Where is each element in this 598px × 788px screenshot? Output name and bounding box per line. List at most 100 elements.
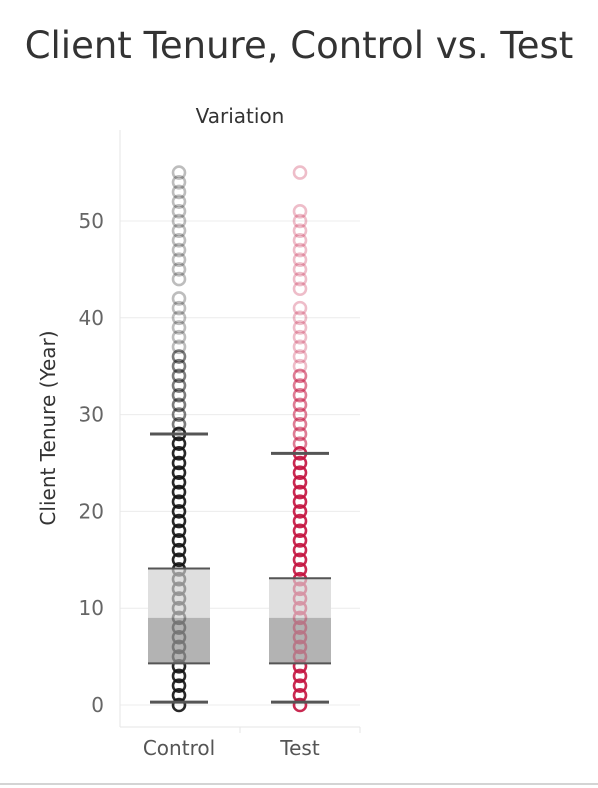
y-tick-label: 30 bbox=[79, 403, 104, 427]
data-point bbox=[292, 378, 308, 393]
y-axis-title: Client Tenure (Year) bbox=[36, 330, 60, 525]
data-point bbox=[171, 300, 187, 316]
data-point bbox=[171, 446, 187, 461]
data-point bbox=[171, 542, 187, 558]
y-tick-labels: 0 10 20 30 40 50 bbox=[79, 209, 104, 717]
data-point bbox=[171, 213, 187, 229]
data-point bbox=[292, 213, 308, 229]
data-point bbox=[171, 339, 187, 355]
footer-divider bbox=[0, 783, 598, 785]
data-point bbox=[171, 291, 187, 306]
data-point bbox=[171, 504, 187, 519]
data-point bbox=[292, 436, 308, 451]
data-point bbox=[171, 436, 187, 451]
data-point bbox=[171, 358, 187, 374]
box-upper-overlay bbox=[148, 568, 210, 618]
data-point bbox=[292, 678, 308, 693]
data-point bbox=[171, 262, 187, 277]
data-point bbox=[171, 329, 187, 345]
data-point bbox=[171, 368, 187, 384]
data-point bbox=[292, 358, 308, 374]
data-point bbox=[171, 242, 187, 258]
data-point bbox=[292, 484, 308, 500]
data-point bbox=[292, 281, 308, 297]
data-point bbox=[292, 368, 308, 384]
data-point bbox=[171, 678, 187, 693]
data-point bbox=[171, 194, 187, 209]
data-point bbox=[171, 310, 187, 326]
data-point bbox=[292, 339, 308, 355]
axis-lines bbox=[119, 130, 361, 733]
data-point bbox=[171, 320, 187, 335]
data-point bbox=[292, 349, 308, 364]
data-point bbox=[292, 223, 308, 238]
data-point bbox=[171, 349, 187, 364]
data-point bbox=[171, 271, 187, 287]
data-point bbox=[292, 262, 308, 277]
data-point bbox=[171, 387, 187, 403]
data-point bbox=[292, 455, 308, 471]
data-point bbox=[171, 513, 187, 529]
data-point bbox=[292, 407, 308, 422]
y-tick-label: 50 bbox=[79, 209, 104, 233]
y-tick-label: 20 bbox=[79, 499, 104, 523]
data-point bbox=[171, 484, 187, 500]
data-point bbox=[292, 697, 308, 713]
data-point bbox=[171, 494, 187, 510]
data-point bbox=[171, 416, 187, 432]
data-point bbox=[292, 562, 308, 577]
data-point bbox=[292, 426, 308, 442]
data-point bbox=[292, 552, 308, 568]
data-point bbox=[171, 378, 187, 393]
y-tick-label: 40 bbox=[79, 306, 104, 330]
data-point bbox=[292, 475, 308, 490]
data-point bbox=[292, 233, 308, 248]
data-point bbox=[292, 542, 308, 558]
data-point bbox=[292, 165, 308, 180]
data-point bbox=[292, 300, 308, 316]
box-upper-overlay bbox=[269, 578, 331, 618]
x-category-label: Control bbox=[143, 736, 215, 760]
plot-area bbox=[148, 165, 331, 713]
data-point bbox=[171, 252, 187, 268]
data-point bbox=[171, 668, 187, 684]
data-point bbox=[171, 407, 187, 422]
data-point bbox=[171, 697, 187, 713]
x-category-label: Test bbox=[279, 736, 320, 760]
data-point bbox=[292, 242, 308, 258]
x-category-labels: Control Test bbox=[143, 736, 320, 760]
data-point bbox=[292, 533, 308, 548]
data-point bbox=[171, 165, 187, 180]
column-header: Variation bbox=[196, 104, 285, 128]
data-point bbox=[171, 533, 187, 548]
data-point bbox=[292, 668, 308, 684]
data-point bbox=[171, 465, 187, 480]
data-point bbox=[171, 204, 187, 219]
data-point bbox=[292, 310, 308, 326]
data-point bbox=[171, 397, 187, 413]
data-point bbox=[292, 320, 308, 335]
data-point bbox=[292, 397, 308, 413]
data-point bbox=[292, 271, 308, 287]
data-point bbox=[171, 455, 187, 471]
data-point bbox=[171, 174, 187, 190]
y-tick-label: 0 bbox=[91, 693, 104, 717]
data-point bbox=[292, 465, 308, 480]
data-point bbox=[292, 504, 308, 519]
data-point bbox=[292, 329, 308, 345]
data-point bbox=[292, 523, 308, 539]
chart-title: Client Tenure, Control vs. Test bbox=[24, 24, 574, 67]
data-point bbox=[171, 552, 187, 568]
data-point bbox=[171, 184, 187, 200]
data-point bbox=[292, 204, 308, 219]
data-point bbox=[292, 416, 308, 432]
data-point bbox=[171, 523, 187, 539]
data-point bbox=[292, 252, 308, 268]
y-tick-label: 10 bbox=[79, 596, 104, 620]
box-lower-overlay bbox=[269, 617, 331, 664]
data-point bbox=[171, 223, 187, 238]
data-point bbox=[292, 513, 308, 529]
box-lower-overlay bbox=[148, 617, 210, 664]
data-point bbox=[292, 494, 308, 510]
